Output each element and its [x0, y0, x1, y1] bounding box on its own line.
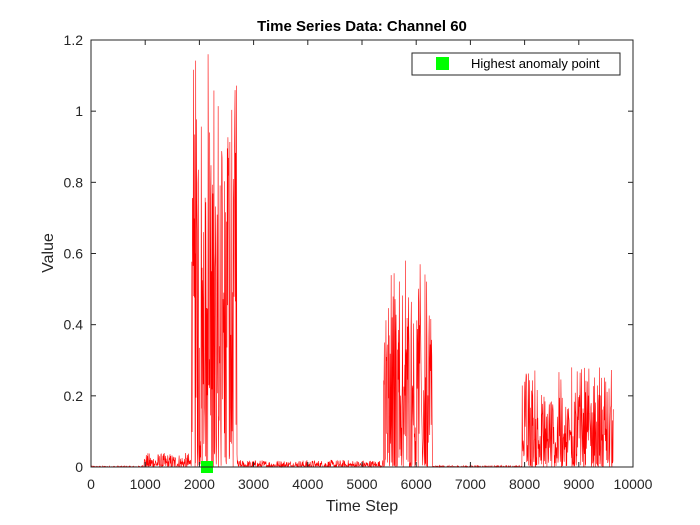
y-tick-label: 0.6 [64, 246, 84, 262]
y-tick-label: 1.2 [64, 32, 84, 48]
chart-title: Time Series Data: Channel 60 [257, 18, 467, 35]
y-tick-label: 0 [75, 459, 83, 475]
x-axis-label: Time Step [326, 498, 398, 515]
legend-box [411, 52, 621, 76]
y-axis-label: Value [40, 233, 57, 273]
x-tick-label: 5000 [346, 476, 377, 492]
x-tick-label: 3000 [238, 476, 269, 492]
y-tick-label: 0.4 [64, 317, 84, 333]
y-tick-label: 1 [75, 103, 83, 119]
y-tick-label: 0.2 [64, 388, 84, 404]
legend-marker-icon [436, 57, 449, 70]
series-layer [90, 54, 614, 469]
series-line [90, 54, 614, 469]
y-tick-label: 0.8 [64, 174, 84, 190]
x-tick-label: 0 [87, 476, 95, 492]
x-tick-label: 4000 [292, 476, 323, 492]
legend-entry-label: Highest anomaly point [471, 56, 600, 71]
legend: Highest anomaly point [411, 52, 621, 76]
x-tick-label: 9000 [563, 476, 594, 492]
x-tick-label: 6000 [401, 476, 432, 492]
x-tick-label: 7000 [455, 476, 486, 492]
x-tick-label: 1000 [130, 476, 161, 492]
y-axis-ticks: 0 0.2 0.4 0.6 0.8 1 1.2 [64, 32, 633, 475]
plot-background [91, 40, 633, 467]
x-tick-label: 2000 [184, 476, 215, 492]
x-tick-label: 8000 [509, 476, 540, 492]
x-tick-label: 10000 [614, 476, 653, 492]
x-axis-ticks: 0 1000 2000 3000 4000 5000 6000 7000 8000 9000 100… [87, 40, 653, 492]
